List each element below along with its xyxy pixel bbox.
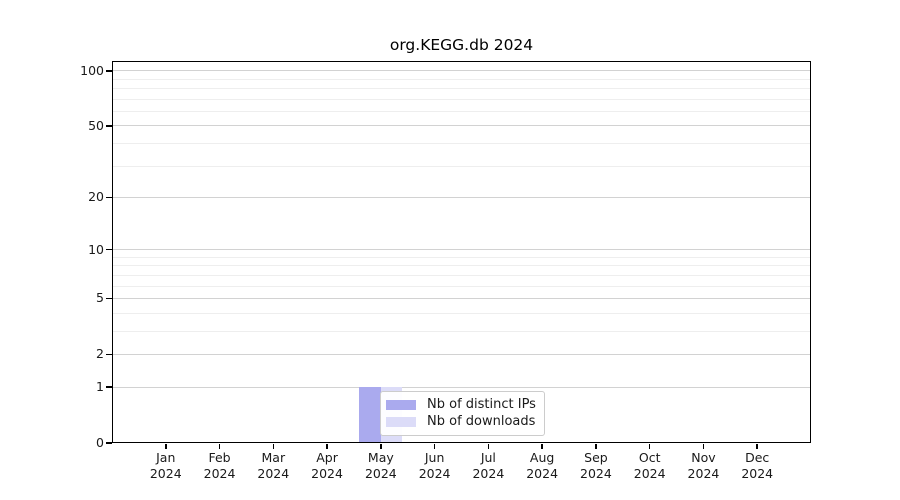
- x-tick-label-jul: Jul 2024: [460, 450, 516, 482]
- y-tick-label: 10: [88, 241, 104, 257]
- x-tick-label-oct: Oct 2024: [622, 450, 678, 482]
- legend-item-downloads: Nb of downloads: [386, 415, 536, 429]
- legend-item-distinct-ips: Nb of distinct IPs: [386, 398, 536, 412]
- legend-swatch-downloads: [386, 417, 416, 427]
- x-tick: [380, 444, 382, 449]
- gridline-major: [112, 353, 811, 355]
- x-tick-month: Apr: [316, 450, 338, 465]
- x-tick-month: Jun: [424, 450, 445, 465]
- y-tick: [106, 442, 112, 444]
- x-tick: [756, 444, 758, 449]
- x-tick-year: 2024: [364, 466, 397, 481]
- y-tick: [106, 125, 112, 127]
- x-tick-year: 2024: [741, 466, 774, 481]
- gridline-major: [112, 196, 811, 198]
- x-tick-month: Feb: [208, 450, 231, 465]
- gridline-minor: [112, 265, 811, 267]
- y-tick-label: 1: [96, 379, 104, 395]
- y-tick-label: 2: [96, 346, 104, 362]
- x-tick-label-aug: Aug 2024: [514, 450, 570, 482]
- x-tick-year: 2024: [580, 466, 612, 481]
- bar-nb-of-distinct-ips-may: [359, 387, 381, 443]
- x-tick-month: Oct: [638, 450, 661, 465]
- gridline-minor: [112, 98, 811, 100]
- x-tick-year: 2024: [526, 466, 559, 481]
- x-tick-label-sep: Sep 2024: [568, 450, 624, 482]
- gridline-minor: [112, 88, 811, 90]
- gridline-major: [112, 386, 811, 388]
- chart-title: org.KEGG.db 2024: [389, 36, 534, 54]
- x-tick-year: 2024: [418, 466, 451, 481]
- x-tick-month: May: [367, 450, 394, 465]
- x-tick-label-jun: Jun 2024: [407, 450, 463, 482]
- gridline-major: [112, 70, 811, 72]
- x-tick-month: Sep: [584, 450, 608, 465]
- x-tick: [326, 444, 328, 449]
- x-tick: [272, 444, 275, 449]
- x-tick-month: Aug: [529, 450, 555, 465]
- plot-area: [112, 61, 811, 443]
- x-tick-year: 2024: [257, 466, 290, 481]
- x-tick-month: Dec: [745, 450, 770, 465]
- y-tick: [106, 386, 112, 388]
- x-tick-year: 2024: [687, 466, 720, 481]
- y-tick: [106, 70, 112, 72]
- x-tick-label-jan: Jan 2024: [138, 450, 194, 482]
- x-tick: [648, 444, 651, 449]
- x-tick: [487, 444, 490, 449]
- gridline-major: [112, 297, 811, 299]
- x-tick-label-nov: Nov 2024: [675, 450, 731, 482]
- gridline-minor: [112, 142, 811, 144]
- x-tick-month: Nov: [691, 450, 716, 465]
- y-tick: [106, 196, 112, 199]
- x-tick-year: 2024: [149, 466, 182, 481]
- x-tick-year: 2024: [472, 466, 505, 481]
- gridline-major: [112, 249, 811, 251]
- y-tick: [106, 353, 112, 356]
- x-tick-label-feb: Feb 2024: [192, 450, 248, 482]
- x-tick-year: 2024: [311, 466, 343, 481]
- x-tick: [702, 444, 705, 449]
- gridline-minor: [112, 78, 811, 80]
- legend-label-distinct-ips: Nb of distinct IPs: [427, 397, 536, 412]
- legend-label-downloads: Nb of downloads: [427, 414, 536, 429]
- x-tick-month: Jan: [156, 450, 176, 465]
- x-tick-year: 2024: [203, 466, 236, 481]
- x-tick: [165, 444, 167, 449]
- y-tick: [106, 297, 112, 300]
- x-tick: [433, 444, 436, 449]
- y-tick-label: 5: [96, 290, 104, 306]
- gridline-minor: [112, 330, 811, 332]
- gridline-minor: [112, 285, 811, 287]
- legend: Nb of distinct IPs Nb of downloads: [380, 391, 545, 436]
- x-tick-label-dec: Dec 2024: [729, 450, 785, 482]
- y-tick-label: 100: [80, 62, 104, 78]
- gridline-minor: [112, 110, 811, 112]
- gridline-minor: [112, 274, 811, 276]
- y-tick-label: 50: [88, 117, 104, 133]
- x-tick: [218, 444, 221, 449]
- x-tick-month: Mar: [261, 450, 286, 465]
- x-tick-month: Jul: [480, 450, 496, 465]
- x-tick: [541, 444, 543, 449]
- legend-swatch-distinct-ips: [386, 400, 416, 410]
- x-tick: [595, 444, 597, 449]
- gridline-minor: [112, 256, 811, 258]
- x-tick-label-apr: Apr 2024: [299, 450, 355, 482]
- x-tick-year: 2024: [633, 466, 666, 481]
- x-tick-label-mar: Mar 2024: [245, 450, 301, 482]
- y-tick-label: 0: [96, 435, 104, 450]
- y-tick-label: 20: [88, 189, 104, 205]
- y-tick: [106, 248, 112, 251]
- x-tick-label-may: May 2024: [353, 450, 409, 482]
- gridline-minor: [112, 165, 811, 167]
- gridline-minor: [112, 312, 811, 314]
- gridline-major: [112, 125, 811, 127]
